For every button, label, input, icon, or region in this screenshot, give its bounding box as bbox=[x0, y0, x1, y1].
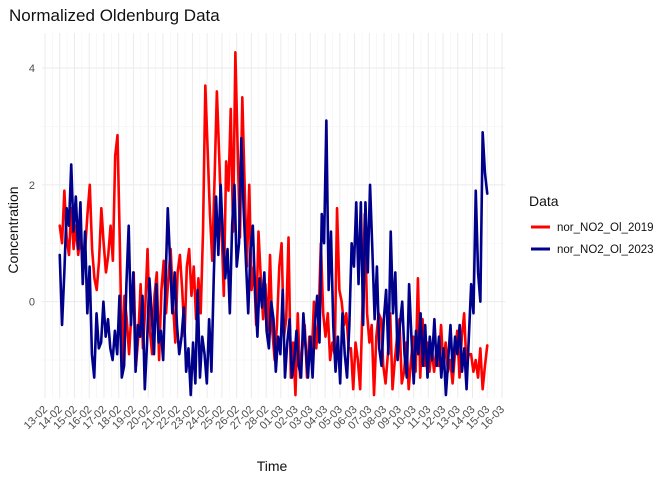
legend-label-2023: nor_NO2_Ol_2023 bbox=[557, 244, 654, 256]
y-tick-label: 4 bbox=[29, 63, 35, 75]
series-line-2023 bbox=[58, 119, 489, 397]
legend: Data nor_NO2_Ol_2019 nor_NO2_Ol_2023 bbox=[529, 193, 654, 256]
x-axis-title: Time bbox=[257, 458, 288, 474]
series-lines bbox=[58, 50, 489, 397]
y-axis-title: Concentration bbox=[5, 186, 21, 273]
legend-label-2019: nor_NO2_Ol_2019 bbox=[557, 222, 654, 234]
legend-title: Data bbox=[529, 193, 559, 209]
y-tick-label: 0 bbox=[29, 297, 35, 309]
chart-title: Normalized Oldenburg Data bbox=[9, 6, 220, 25]
y-axis-ticks: 0 2 4 bbox=[29, 63, 35, 309]
x-axis-ticks: 13-0214-0215-0216-0217-0218-0219-0220-02… bbox=[22, 404, 507, 432]
y-tick-label: 2 bbox=[29, 180, 35, 192]
